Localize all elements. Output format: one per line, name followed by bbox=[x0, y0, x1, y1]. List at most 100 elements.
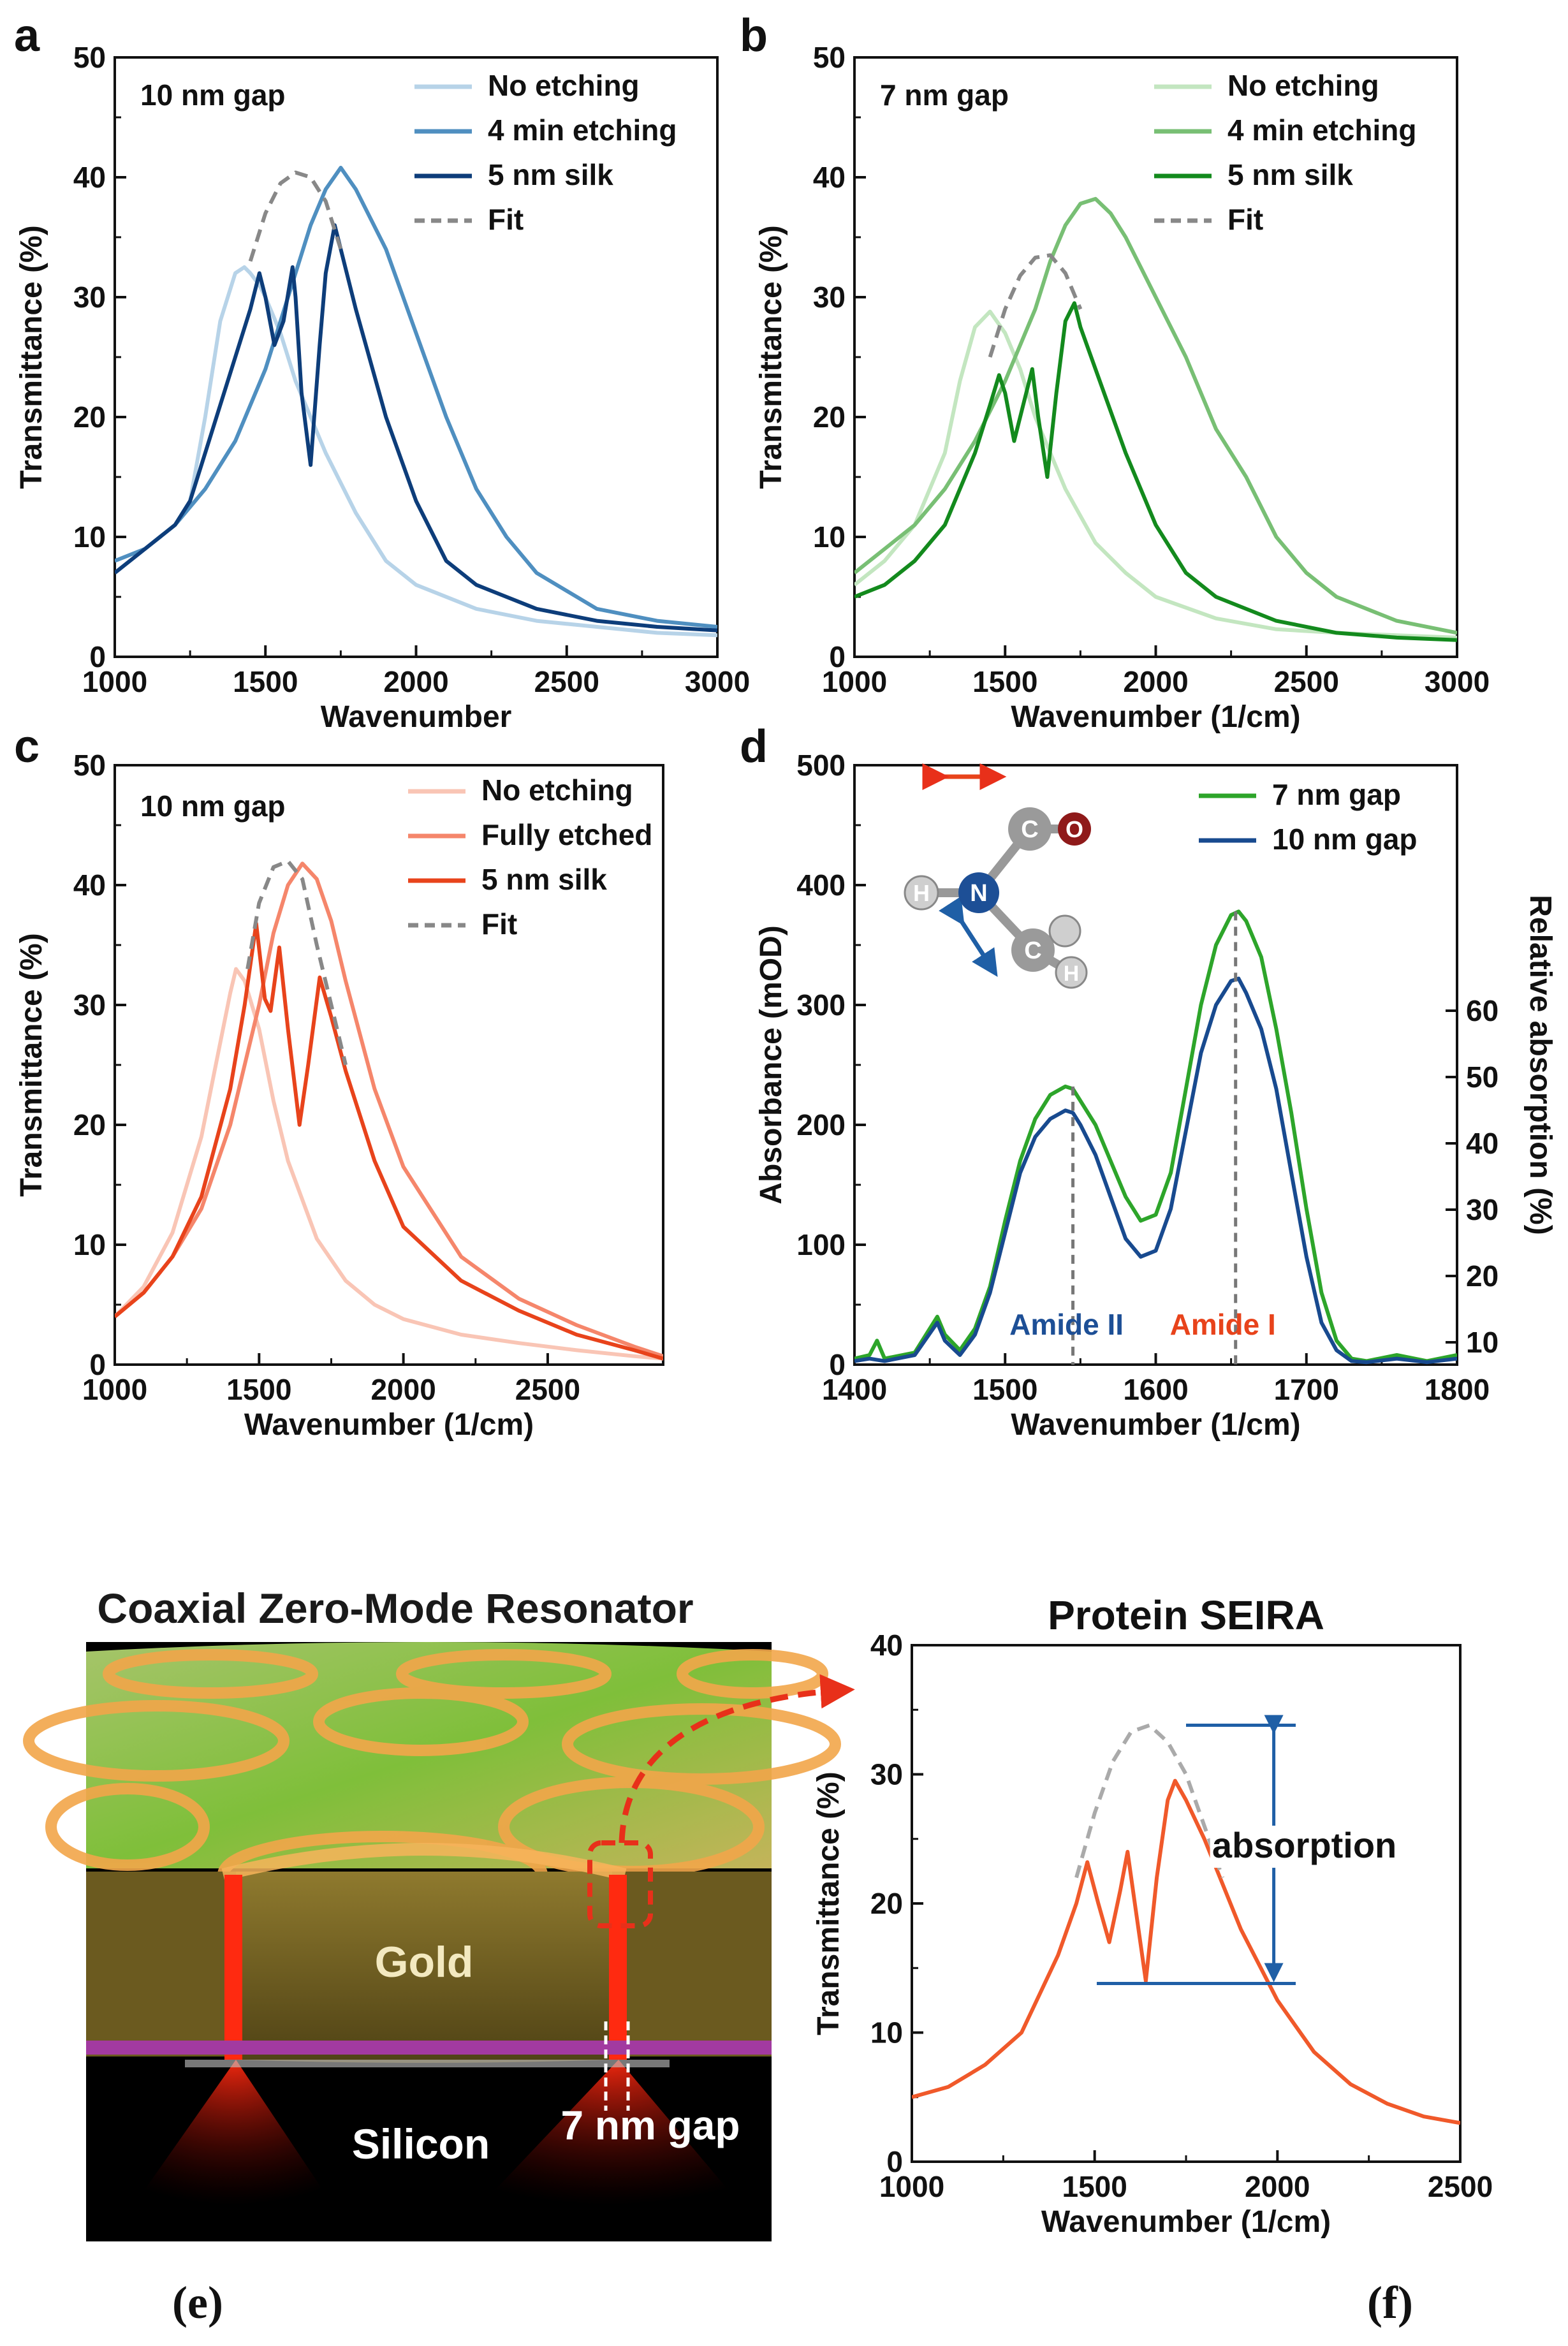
plot-frame bbox=[114, 56, 719, 658]
y-tick-label: 300 bbox=[796, 988, 846, 1022]
y-right-tick-label: 40 bbox=[1466, 1127, 1498, 1160]
panel-letter-d: d bbox=[740, 721, 768, 772]
y-tick-label: 10 bbox=[870, 2016, 903, 2049]
x-tick-label: 1000 bbox=[822, 665, 887, 698]
plot-frame bbox=[853, 56, 1458, 658]
y-right-tick-label: 30 bbox=[1466, 1193, 1498, 1226]
gap-annotation: 10 nm gap bbox=[140, 789, 286, 823]
atom-label: C bbox=[1021, 816, 1038, 843]
x-axis-label: Wavenumber (1/cm) bbox=[244, 1408, 534, 1442]
series-line-4-min-etching bbox=[854, 196, 1457, 635]
y-right-axis-label: Relative absorption (%) bbox=[1523, 895, 1557, 1235]
panel-letter-a: a bbox=[14, 10, 40, 61]
absorption-label: absorption bbox=[1212, 1825, 1396, 1865]
amide-i-label: Amide I bbox=[1170, 1308, 1276, 1341]
series-line-series-1 bbox=[1074, 1723, 1225, 1879]
atom-label: O bbox=[1066, 816, 1083, 842]
y-right-tick-label: 50 bbox=[1466, 1060, 1498, 1094]
light-cone-left bbox=[108, 2060, 357, 2241]
plot-frame bbox=[911, 1644, 1462, 2163]
resonator-illustration: Coaxial Zero-Mode Resonator bbox=[23, 1585, 855, 2241]
y-tick-label: 20 bbox=[813, 400, 846, 434]
y-tick-label: 400 bbox=[796, 869, 846, 902]
substrate-interface bbox=[185, 2060, 670, 2067]
gap-channel-left bbox=[224, 1875, 242, 2060]
x-tick-label: 1500 bbox=[233, 665, 298, 698]
gap-annotation: 10 nm gap bbox=[140, 78, 286, 112]
y-tick-label: 40 bbox=[73, 869, 106, 902]
x-tick-label: 1700 bbox=[1274, 1373, 1339, 1406]
y-tick-label: 50 bbox=[813, 41, 846, 74]
atom-label: N bbox=[970, 880, 987, 907]
gap-label: 7 nm gap bbox=[561, 2102, 740, 2148]
absorption-label-bg bbox=[1210, 1826, 1402, 1868]
chart-panel-d: 1400 1500 1600 1700 1800 0 100 200 300 400 500 Wave… bbox=[754, 749, 1557, 1442]
series-line-5-nm-silk bbox=[854, 301, 1457, 642]
y-tick-label: 0 bbox=[89, 640, 106, 673]
series-line-10-nm-gap bbox=[854, 976, 1457, 1365]
gap-highlight-box bbox=[587, 1840, 653, 1928]
legend-label: No etching bbox=[488, 69, 640, 102]
caption-e: (e) bbox=[172, 2277, 223, 2328]
legend-label: 4 min etching bbox=[1227, 114, 1416, 147]
amide-ii-label: Amide II bbox=[1009, 1308, 1124, 1341]
series-line-5-nm-silk bbox=[115, 921, 663, 1361]
legend-label: 5 nm silk bbox=[1227, 158, 1353, 191]
x-tick-label: 1000 bbox=[82, 665, 147, 698]
y-axis-label: Transmittance (%) bbox=[15, 225, 48, 488]
series-line-5-nm-silk bbox=[115, 223, 717, 633]
x-tick-label: 3000 bbox=[685, 665, 750, 698]
atom-label: H bbox=[913, 880, 930, 906]
series-line-no-etching bbox=[115, 967, 663, 1361]
y-tick-label: 30 bbox=[870, 1758, 903, 1791]
legend-label: 10 nm gap bbox=[1272, 823, 1418, 856]
peptide-molecule-icon: H N C O C H bbox=[904, 763, 1091, 989]
x-tick-label: 2500 bbox=[1274, 665, 1339, 698]
x-axis-label: Wavenumber (1/cm) bbox=[1041, 2205, 1331, 2239]
x-tick-label: 1500 bbox=[1062, 2170, 1127, 2203]
legend-label: No etching bbox=[481, 773, 633, 807]
y-tick-label: 20 bbox=[870, 1887, 903, 1920]
light-cone-right bbox=[446, 2060, 772, 2241]
legend-label: 5 nm silk bbox=[481, 863, 607, 896]
chart-panel-a: 1000 1500 2000 2500 3000 0 10 20 30 40 50 Wavenumbe… bbox=[15, 41, 750, 734]
y-tick-label: 100 bbox=[796, 1228, 846, 1261]
y-tick-label: 30 bbox=[73, 281, 106, 314]
series-line-series-0 bbox=[912, 1778, 1460, 2125]
gap-annotation: 7 nm gap bbox=[880, 78, 1009, 112]
y-right-tick-label: 60 bbox=[1466, 994, 1498, 1027]
x-tick-label: 1800 bbox=[1425, 1373, 1490, 1406]
y-tick-label: 0 bbox=[89, 1348, 106, 1381]
x-tick-label: 3000 bbox=[1425, 665, 1490, 698]
x-axis-label: Wavenumber (1/cm) bbox=[1011, 700, 1300, 734]
y-tick-label: 10 bbox=[73, 1228, 106, 1261]
series-line-no-etching bbox=[854, 309, 1457, 640]
series-line-4-min-etching bbox=[115, 166, 717, 629]
y-tick-label: 500 bbox=[796, 749, 846, 782]
x-tick-label: 1000 bbox=[82, 1373, 147, 1406]
chart-panel-c: 1000 1500 2000 2500 0 10 20 30 40 50 Wavenumber (1… bbox=[15, 749, 664, 1442]
legend-label: 7 nm gap bbox=[1272, 778, 1401, 811]
legend-label: Fit bbox=[1227, 203, 1263, 236]
y-tick-label: 30 bbox=[813, 281, 846, 314]
adhesion-layer bbox=[86, 2041, 772, 2055]
y-tick-label: 10 bbox=[73, 520, 106, 554]
y-tick-label: 40 bbox=[870, 1629, 903, 1662]
y-tick-label: 50 bbox=[73, 41, 106, 74]
y-tick-label: 10 bbox=[813, 520, 846, 554]
x-tick-label: 1500 bbox=[972, 665, 1037, 698]
series-line-fully-etched bbox=[115, 861, 663, 1358]
x-tick-label: 2500 bbox=[1428, 2170, 1493, 2203]
x-tick-label: 1600 bbox=[1123, 1373, 1188, 1406]
gold-cylinder bbox=[236, 1872, 612, 2063]
x-tick-label: 1000 bbox=[879, 2170, 944, 2203]
chart-panel-f: 1000 1500 2000 2500 0 10 20 30 40 Wavenumber (1/c… bbox=[812, 1592, 1493, 2239]
x-tick-label: 1400 bbox=[822, 1373, 887, 1406]
coaxial-rings bbox=[23, 1649, 841, 1919]
plot-frame bbox=[114, 764, 664, 1366]
legend-label: No etching bbox=[1227, 69, 1379, 102]
chart-panel-b: 1000 1500 2000 2500 3000 0 10 20 30 40 50 Wavenumbe… bbox=[754, 41, 1490, 734]
y-tick-label: 0 bbox=[829, 1348, 846, 1381]
panel-letter-c: c bbox=[14, 721, 40, 772]
